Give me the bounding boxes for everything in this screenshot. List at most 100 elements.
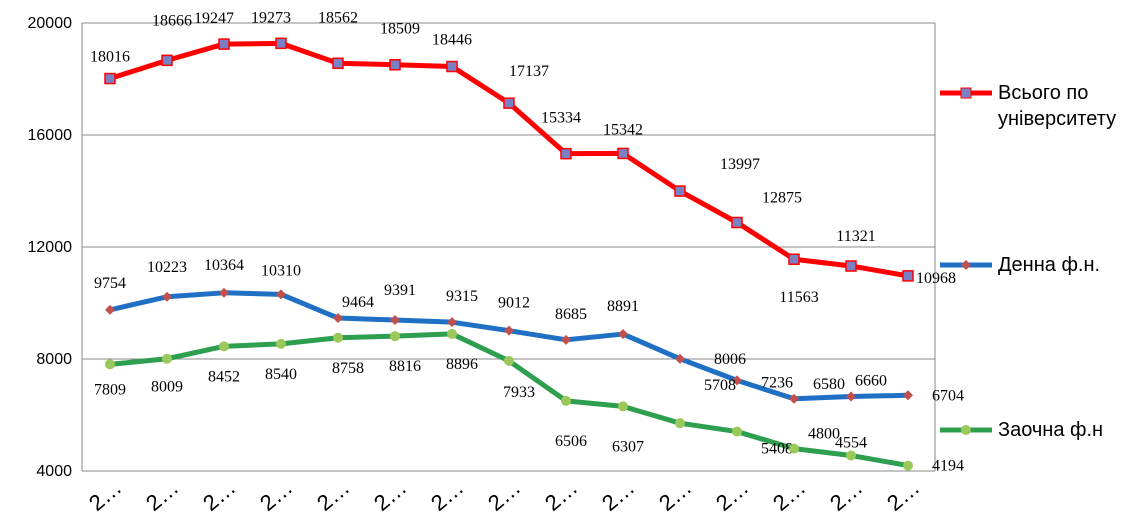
marker bbox=[218, 38, 230, 50]
legend-label: Заочна ф.н bbox=[998, 419, 1104, 441]
marker bbox=[276, 338, 286, 349]
data-label: 6704 bbox=[932, 387, 964, 404]
data-label: 10223 bbox=[147, 259, 187, 276]
marker bbox=[902, 270, 914, 282]
marker bbox=[275, 37, 287, 50]
data-label: 5708 bbox=[704, 377, 736, 394]
marker bbox=[105, 359, 115, 370]
data-label: 4554 bbox=[835, 434, 867, 451]
legend-label: Всього по університету bbox=[998, 82, 1117, 130]
marker bbox=[731, 216, 743, 229]
data-label: 10310 bbox=[261, 262, 301, 279]
data-label: 8685 bbox=[555, 306, 587, 323]
data-label: 18562 bbox=[318, 9, 358, 26]
data-label: 18509 bbox=[380, 21, 420, 38]
marker bbox=[276, 289, 286, 300]
marker bbox=[503, 97, 515, 109]
marker bbox=[333, 313, 343, 324]
data-label: 8006 bbox=[714, 351, 746, 368]
data-label: 4800 bbox=[808, 426, 840, 443]
data-label: 10968 bbox=[916, 270, 956, 287]
data-label: 6307 bbox=[612, 438, 644, 455]
marker bbox=[332, 57, 344, 70]
x-tick-label: 2… bbox=[597, 475, 639, 516]
marker bbox=[846, 450, 856, 461]
data-label: 8891 bbox=[607, 298, 639, 315]
data-label: 6506 bbox=[555, 433, 587, 450]
data-label: 4194 bbox=[932, 458, 964, 475]
x-tick-label: 2… bbox=[369, 475, 411, 516]
marker bbox=[389, 58, 401, 71]
data-label: 19247 bbox=[194, 10, 234, 27]
marker bbox=[162, 353, 172, 364]
x-tick-label: 2… bbox=[540, 475, 582, 516]
data-label: 8758 bbox=[332, 360, 364, 377]
marker bbox=[903, 460, 913, 471]
data-label: 18016 bbox=[90, 49, 130, 66]
marker bbox=[162, 291, 172, 302]
marker bbox=[504, 325, 514, 336]
data-label: 8540 bbox=[265, 366, 297, 383]
data-label: 9012 bbox=[498, 295, 530, 312]
marker bbox=[675, 418, 685, 429]
marker bbox=[105, 304, 115, 315]
y-tick-label: 20000 bbox=[28, 15, 73, 32]
data-label: 8816 bbox=[389, 358, 421, 375]
data-label: 13997 bbox=[720, 156, 760, 173]
marker bbox=[788, 253, 800, 265]
x-tick-label: 2… bbox=[654, 475, 696, 516]
x-tick-label: 2… bbox=[255, 475, 297, 516]
data-label: 7933 bbox=[503, 384, 535, 401]
marker bbox=[390, 315, 400, 326]
data-label: 9754 bbox=[94, 275, 126, 292]
y-tick-label: 12000 bbox=[28, 239, 73, 256]
marker bbox=[161, 54, 173, 67]
marker bbox=[504, 355, 514, 366]
data-label: 11563 bbox=[779, 289, 818, 306]
data-label: 5408 bbox=[761, 441, 793, 458]
x-tick-label: 2… bbox=[84, 475, 126, 516]
data-label: 9315 bbox=[446, 288, 478, 305]
x-tick-label: 2… bbox=[882, 475, 924, 516]
x-tick-label: 2… bbox=[825, 475, 867, 516]
legend-marker bbox=[961, 260, 971, 270]
data-label: 15342 bbox=[603, 121, 643, 138]
marker bbox=[561, 395, 571, 406]
data-label: 8452 bbox=[208, 368, 240, 385]
data-label: 6660 bbox=[855, 373, 887, 390]
data-label: 17137 bbox=[509, 63, 549, 80]
data-label: 12875 bbox=[762, 190, 802, 207]
marker bbox=[789, 393, 799, 404]
x-tick-label: 2… bbox=[312, 475, 354, 516]
marker bbox=[333, 332, 343, 343]
data-label: 9464 bbox=[342, 294, 374, 311]
marker bbox=[447, 328, 457, 339]
marker bbox=[675, 353, 685, 364]
marker bbox=[561, 334, 571, 345]
marker bbox=[617, 147, 629, 160]
data-label: 18666 bbox=[152, 12, 192, 29]
x-tick-label: 2… bbox=[141, 475, 183, 516]
marker bbox=[845, 260, 857, 272]
marker bbox=[618, 401, 628, 412]
x-tick-label: 2… bbox=[768, 475, 810, 516]
legend-marker bbox=[961, 425, 971, 435]
marker bbox=[903, 390, 913, 401]
x-tick-label: 2… bbox=[198, 475, 240, 516]
data-label: 11321 bbox=[836, 228, 875, 245]
marker bbox=[219, 341, 229, 352]
data-label: 7236 bbox=[761, 374, 793, 391]
y-tick-label: 4000 bbox=[36, 463, 72, 480]
data-label: 8896 bbox=[446, 356, 478, 373]
x-tick-label: 2… bbox=[711, 475, 753, 516]
data-label: 7809 bbox=[94, 381, 126, 398]
data-label: 6580 bbox=[813, 376, 845, 393]
marker bbox=[732, 375, 742, 386]
marker bbox=[446, 60, 458, 73]
data-label: 10364 bbox=[204, 257, 244, 274]
marker bbox=[732, 426, 742, 437]
data-label: 19273 bbox=[251, 9, 291, 26]
y-tick-label: 8000 bbox=[36, 351, 72, 368]
